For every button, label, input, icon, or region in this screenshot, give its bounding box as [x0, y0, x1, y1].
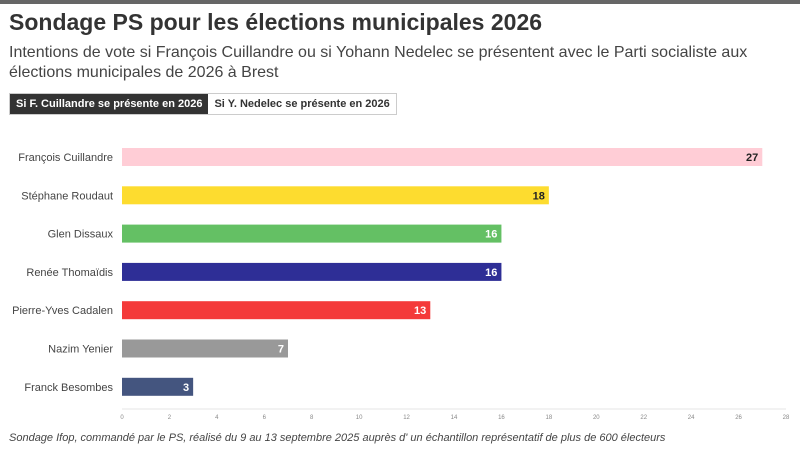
top-bar: [0, 0, 800, 4]
x-tick-label: 16: [498, 415, 505, 421]
footnote: Sondage Ifop, commandé par le PS, réalis…: [9, 432, 666, 444]
data-label: 16: [485, 267, 497, 279]
tab-nedelec[interactable]: Si Y. Nedelec se présente en 2026: [214, 98, 390, 110]
bar: [122, 224, 502, 243]
category-label: Nazim Yenier: [48, 344, 113, 356]
data-label: 13: [414, 305, 426, 317]
page-title: Sondage PS pour les élections municipale…: [9, 9, 543, 35]
bar: [122, 148, 763, 166]
data-label: 18: [533, 190, 545, 202]
x-tick-label: 0: [120, 415, 124, 421]
bar: [122, 377, 194, 396]
bar: [122, 339, 288, 358]
x-tick-label: 8: [310, 415, 314, 421]
x-tick-label: 6: [263, 415, 267, 421]
category-label: Pierre-Yves Cadalen: [12, 305, 113, 317]
x-tick-label: 26: [735, 415, 742, 421]
category-label: Renée Thomaïdis: [26, 267, 113, 279]
bar: [122, 186, 549, 205]
data-label: 7: [278, 344, 284, 356]
data-label: 27: [746, 152, 758, 164]
x-tick-label: 2: [168, 415, 172, 421]
tab-cuillandre[interactable]: Si F. Cuillandre se présente en 2026: [10, 94, 209, 114]
x-tick-label: 18: [546, 415, 553, 421]
x-tick-label: 28: [783, 415, 790, 421]
x-tick-label: 4: [215, 415, 219, 421]
x-tick-label: 24: [688, 415, 695, 421]
x-tick-label: 10: [356, 415, 363, 421]
data-label: 16: [485, 229, 497, 241]
x-tick-label: 12: [403, 415, 410, 421]
category-label: Franck Besombes: [24, 382, 113, 394]
x-tick-label: 22: [640, 415, 647, 421]
subtitle: Intentions de vote si François Cuillandr…: [9, 44, 748, 81]
category-label: Glen Dissaux: [48, 229, 114, 241]
data-label: 3: [183, 382, 189, 394]
x-tick-label: 20: [593, 415, 600, 421]
bar: [122, 262, 502, 281]
category-label: Stéphane Roudaut: [21, 190, 113, 202]
category-label: François Cuillandre: [18, 152, 113, 164]
tab-bar: Si F. Cuillandre se présente en 2026 Si …: [9, 93, 397, 115]
bar: [122, 301, 431, 320]
x-tick-label: 14: [451, 415, 458, 421]
